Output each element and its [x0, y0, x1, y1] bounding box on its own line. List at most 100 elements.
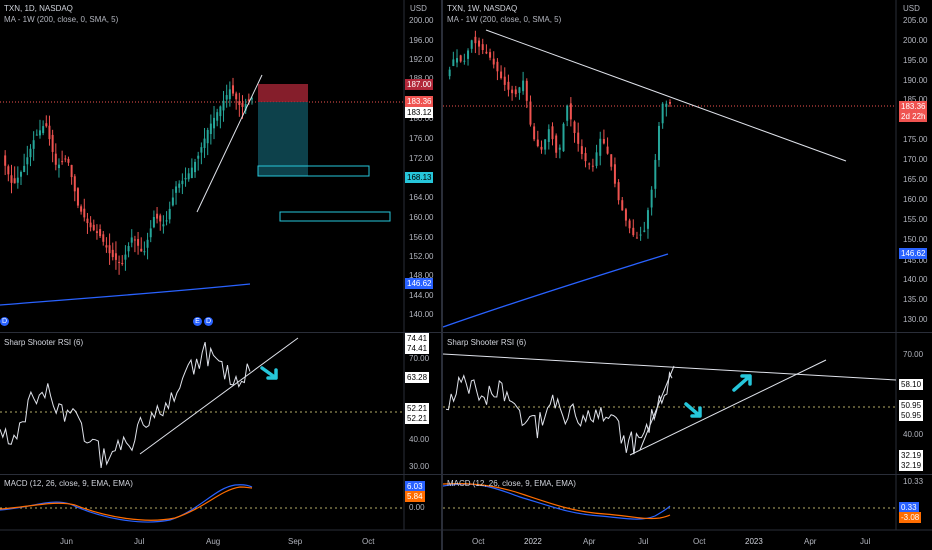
right-time-label: Oct	[693, 537, 706, 546]
divider-left-macd	[0, 474, 441, 475]
candle-body	[35, 134, 38, 136]
candle-body	[140, 248, 143, 252]
right-rsi-tick: 40.00	[903, 430, 924, 439]
candle-body	[51, 134, 54, 152]
candle-body	[452, 59, 455, 67]
candle-body	[238, 101, 241, 105]
left-macd-line	[0, 484, 253, 523]
left-rsi-tick: 70.00	[409, 354, 430, 363]
candle-body	[606, 146, 609, 154]
candle-body	[73, 176, 76, 192]
candle-body	[156, 213, 159, 219]
candle-body	[29, 148, 32, 158]
left-time-label: Sep	[288, 537, 303, 546]
candle-body	[566, 105, 569, 121]
candle-body	[216, 112, 219, 121]
candle-body	[558, 147, 561, 150]
left-axis-tick: 192.00	[409, 55, 434, 64]
candle-body	[621, 200, 624, 211]
candle-body	[70, 164, 73, 178]
candle-body	[95, 231, 98, 233]
right-axis-currency: USD	[903, 4, 920, 13]
candle-body	[544, 139, 547, 150]
candle-body	[448, 69, 451, 77]
candle-body	[57, 164, 60, 169]
right-axis-tick: 175.00	[903, 135, 928, 144]
left-rsi-trendline	[139, 337, 299, 455]
candle-body	[496, 61, 499, 72]
right-axis-tick: 160.00	[903, 195, 928, 204]
candle-body	[171, 197, 174, 206]
divider-right-macd	[443, 474, 932, 475]
right-macd-line	[442, 483, 671, 520]
candle-body	[522, 80, 525, 92]
candle-body	[92, 224, 95, 231]
left-prev-price-tag: 183.12	[405, 107, 434, 118]
candle-body	[13, 178, 16, 184]
candle-body	[492, 58, 495, 65]
right-time-label: 2023	[745, 537, 763, 546]
candle-body	[225, 95, 228, 100]
candle-body	[32, 140, 35, 149]
candle-body	[525, 80, 528, 101]
right-macd-legend[interactable]: MACD (12, 26, close, 9, EMA, EMA)	[447, 479, 576, 488]
candle-body	[569, 103, 572, 120]
right-price-pane[interactable]	[443, 0, 932, 332]
right-rsi-steep-trend	[639, 365, 675, 451]
left-axis-tick: 196.00	[409, 36, 434, 45]
right-axis-tick: 190.00	[903, 76, 928, 85]
divider-right-rsi	[443, 332, 932, 333]
left-axis-currency: USD	[410, 4, 427, 13]
candle-body	[108, 245, 111, 254]
candle-body	[540, 146, 543, 150]
left-ma-tag: 146.62	[405, 278, 434, 289]
left-macd-legend[interactable]: MACD (12, 26, close, 9, EMA, EMA)	[4, 479, 133, 488]
candle-body	[511, 89, 514, 94]
candle-body	[165, 220, 168, 222]
candle-body	[665, 103, 668, 107]
left-signal-line	[0, 486, 253, 521]
candle-body	[624, 209, 627, 221]
right-axis-tick: 130.00	[903, 315, 928, 324]
left-axis-tick: 152.00	[409, 252, 434, 261]
left-rsi-tag: 63.28	[405, 372, 430, 383]
earnings-marker[interactable]: E	[193, 317, 202, 326]
candle-body	[456, 58, 459, 63]
right-ma-legend[interactable]: MA - 1W (200, close, 0, SMA, 5)	[447, 15, 562, 24]
short-position-stop-zone	[258, 84, 308, 102]
dividend-marker[interactable]: D	[0, 317, 9, 326]
right-axis-tick: 170.00	[903, 155, 928, 164]
right-time-label: 2022	[524, 537, 542, 546]
right-rsi-line	[445, 370, 673, 455]
left-time-label: Jun	[60, 537, 73, 546]
left-rsi-tag: 52.21	[405, 403, 430, 414]
candle-body	[481, 44, 484, 50]
left-rsi-legend[interactable]: Sharp Shooter RSI (6)	[4, 338, 84, 347]
candle-body	[200, 147, 203, 153]
candle-body	[54, 153, 57, 165]
pane-divider[interactable]	[441, 0, 443, 550]
left-ma-legend[interactable]: MA - 1W (200, close, 0, SMA, 5)	[4, 15, 119, 24]
candle-body	[518, 87, 521, 93]
candle-body	[45, 123, 48, 127]
short-position-target-zone	[258, 102, 308, 176]
candle-body	[222, 100, 225, 111]
candle-body	[474, 36, 477, 44]
target-box-1	[257, 165, 370, 177]
candle-body	[42, 126, 45, 134]
left-macd-tick: 0.00	[409, 503, 425, 512]
dividend-marker[interactable]: D	[204, 317, 213, 326]
right-rsi-arrow-up	[732, 374, 752, 392]
left-time-label: Oct	[362, 537, 375, 546]
candle-body	[577, 132, 580, 144]
right-rsi-legend[interactable]: Sharp Shooter RSI (6)	[447, 338, 527, 347]
left-candles	[4, 77, 253, 275]
candle-body	[19, 171, 22, 177]
left-rsi-tick: 30.00	[409, 462, 430, 471]
candle-body	[244, 104, 247, 111]
candle-body	[241, 103, 244, 107]
candle-body	[111, 249, 114, 258]
right-axis-tick: 185.00	[903, 95, 928, 104]
candle-body	[162, 224, 165, 227]
